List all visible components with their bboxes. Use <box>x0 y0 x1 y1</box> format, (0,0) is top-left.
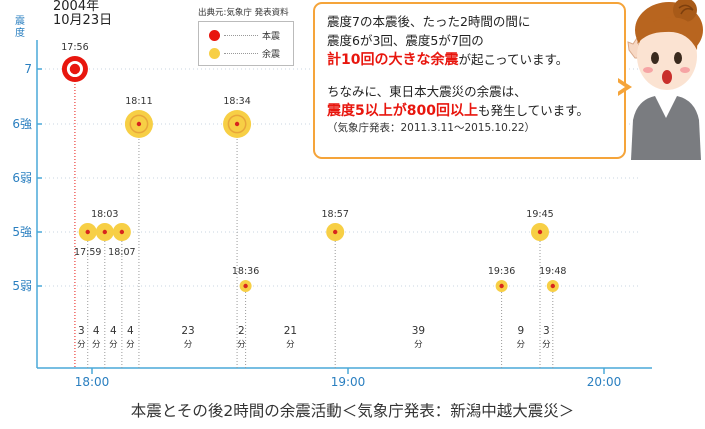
girl-hair-bun <box>673 0 697 22</box>
interval-value: 4 <box>93 325 100 337</box>
event-time-label: 19:36 <box>488 266 515 277</box>
callout-line-6: （気象庁発表：2011.3.11～2015.10.22） <box>327 122 536 134</box>
interval-unit: 分 <box>237 340 246 350</box>
aftershock-center <box>333 229 338 235</box>
girl-bangs <box>637 17 698 50</box>
callout-highlight-1: 計10回の大きな余震 <box>327 52 459 68</box>
girl-face <box>637 22 697 90</box>
interval-value: 3 <box>543 325 550 337</box>
girl-left-eye <box>651 52 659 64</box>
interval-unit: 分 <box>542 340 551 350</box>
y-tick-label: 5弱 <box>12 279 32 293</box>
date-year: 2004年 <box>53 0 100 14</box>
legend-aftershock: 余震 <box>209 47 281 60</box>
interval-value: 4 <box>127 325 134 337</box>
source-note: 出典元:気象庁 発表資料 <box>198 8 289 18</box>
y-tick-label: 6弱 <box>12 171 32 185</box>
event-time-label: 19:45 <box>526 209 553 220</box>
girl-right-eye <box>674 52 682 64</box>
event-time-label: 17:56 <box>61 42 88 53</box>
interval-unit: 分 <box>184 340 193 350</box>
legend: 本震 余震 <box>198 21 294 66</box>
interval-value: 21 <box>284 325 297 337</box>
interval-unit: 分 <box>126 340 135 350</box>
callout-line-3-suffix: が起こっています。 <box>458 52 569 67</box>
date-day: 10月23日 <box>53 13 113 28</box>
legend-main: 本震 <box>209 29 281 42</box>
legend-leader <box>224 34 258 36</box>
interval-value: 23 <box>181 325 194 337</box>
event-time-label: 17:59 <box>74 247 101 258</box>
interval-unit: 分 <box>414 340 423 350</box>
aftershock-center <box>243 283 248 289</box>
interval-value: 4 <box>110 325 117 337</box>
event-time-label: 18:11 <box>125 96 152 107</box>
event-time-label: 18:57 <box>322 209 349 220</box>
girl-illustration <box>627 0 703 160</box>
aftershock-center <box>550 283 555 289</box>
aftershock-center <box>119 229 125 235</box>
aftershock-center <box>234 121 240 127</box>
event-time-label: 18:34 <box>223 96 250 107</box>
callout-box: 震度7の本震後、たった2時間の間に 震度6が3回、震度5が7回の 計10回の大き… <box>313 2 626 159</box>
interval-unit: 分 <box>77 340 86 350</box>
date-label: 2004年 10月23日 <box>53 0 112 28</box>
interval-value: 2 <box>238 325 245 337</box>
callout-highlight-2: 震度5以上が800回以上 <box>327 103 478 119</box>
legend-aftershock-label: 余震 <box>262 49 281 60</box>
aftershock-center <box>136 121 142 127</box>
aftershock-center <box>85 229 90 235</box>
y-tick-label: 5強 <box>12 225 32 239</box>
callout-line-2: 震度6が3回、震度5が7回の <box>327 33 484 48</box>
aftershock-ring <box>129 114 149 134</box>
callout-line-4: ちなみに、東日本大震災の余震は、 <box>327 84 527 99</box>
legend-main-label: 本震 <box>262 31 281 42</box>
callout-line-3: 計10回の大きな余震が起こっています。 <box>327 50 614 70</box>
interval-unit: 分 <box>92 340 101 350</box>
girl-collar <box>655 96 677 118</box>
callout-line-1: 震度7の本震後、たった2時間の間に <box>327 14 531 29</box>
y-axis-title: 震 <box>15 15 25 27</box>
aftershock-center <box>499 283 504 289</box>
event-time-label: 18:36 <box>232 266 259 277</box>
event-time-label: 19:48 <box>539 266 566 277</box>
callout-tail-inner <box>616 81 625 93</box>
x-tick-label: 20:00 <box>587 375 622 389</box>
y-axis-title: 度 <box>15 26 25 39</box>
chart-caption: 本震とその後2時間の余震活動＜気象庁発表：新潟中越大震災＞ <box>130 402 575 420</box>
legend-aftershock-marker <box>209 47 220 59</box>
x-tick-label: 19:00 <box>331 375 366 389</box>
callout-line-5: 震度5以上が800回以上も発生しています。 <box>327 101 614 121</box>
interval-value: 9 <box>517 325 524 337</box>
interval-value: 3 <box>78 325 85 337</box>
girl-left-cheek <box>643 67 653 73</box>
event-time-label: 18:03 <box>91 209 118 220</box>
interval-value: 39 <box>412 325 425 337</box>
girl-hair-bun-swirl <box>678 4 694 15</box>
main-shock-core <box>69 63 81 75</box>
y-tick-label: 6強 <box>12 117 32 131</box>
event-time-label: 18:07 <box>108 247 135 258</box>
x-tick-label: 18:00 <box>75 375 110 389</box>
interval-unit: 分 <box>517 340 526 350</box>
aftershock-center <box>537 229 543 235</box>
girl-jacket <box>631 96 701 160</box>
legend-leader <box>224 52 258 54</box>
callout-line-5-suffix: も発生しています。 <box>477 103 589 118</box>
interval-unit: 分 <box>109 340 118 350</box>
aftershock-ring <box>227 114 247 134</box>
girl-mouth <box>662 70 672 84</box>
interval-unit: 分 <box>286 340 295 350</box>
aftershock-center <box>102 229 108 235</box>
legend-main-marker <box>209 29 220 41</box>
girl-right-cheek <box>680 67 690 73</box>
y-tick-label: 7 <box>24 62 32 76</box>
